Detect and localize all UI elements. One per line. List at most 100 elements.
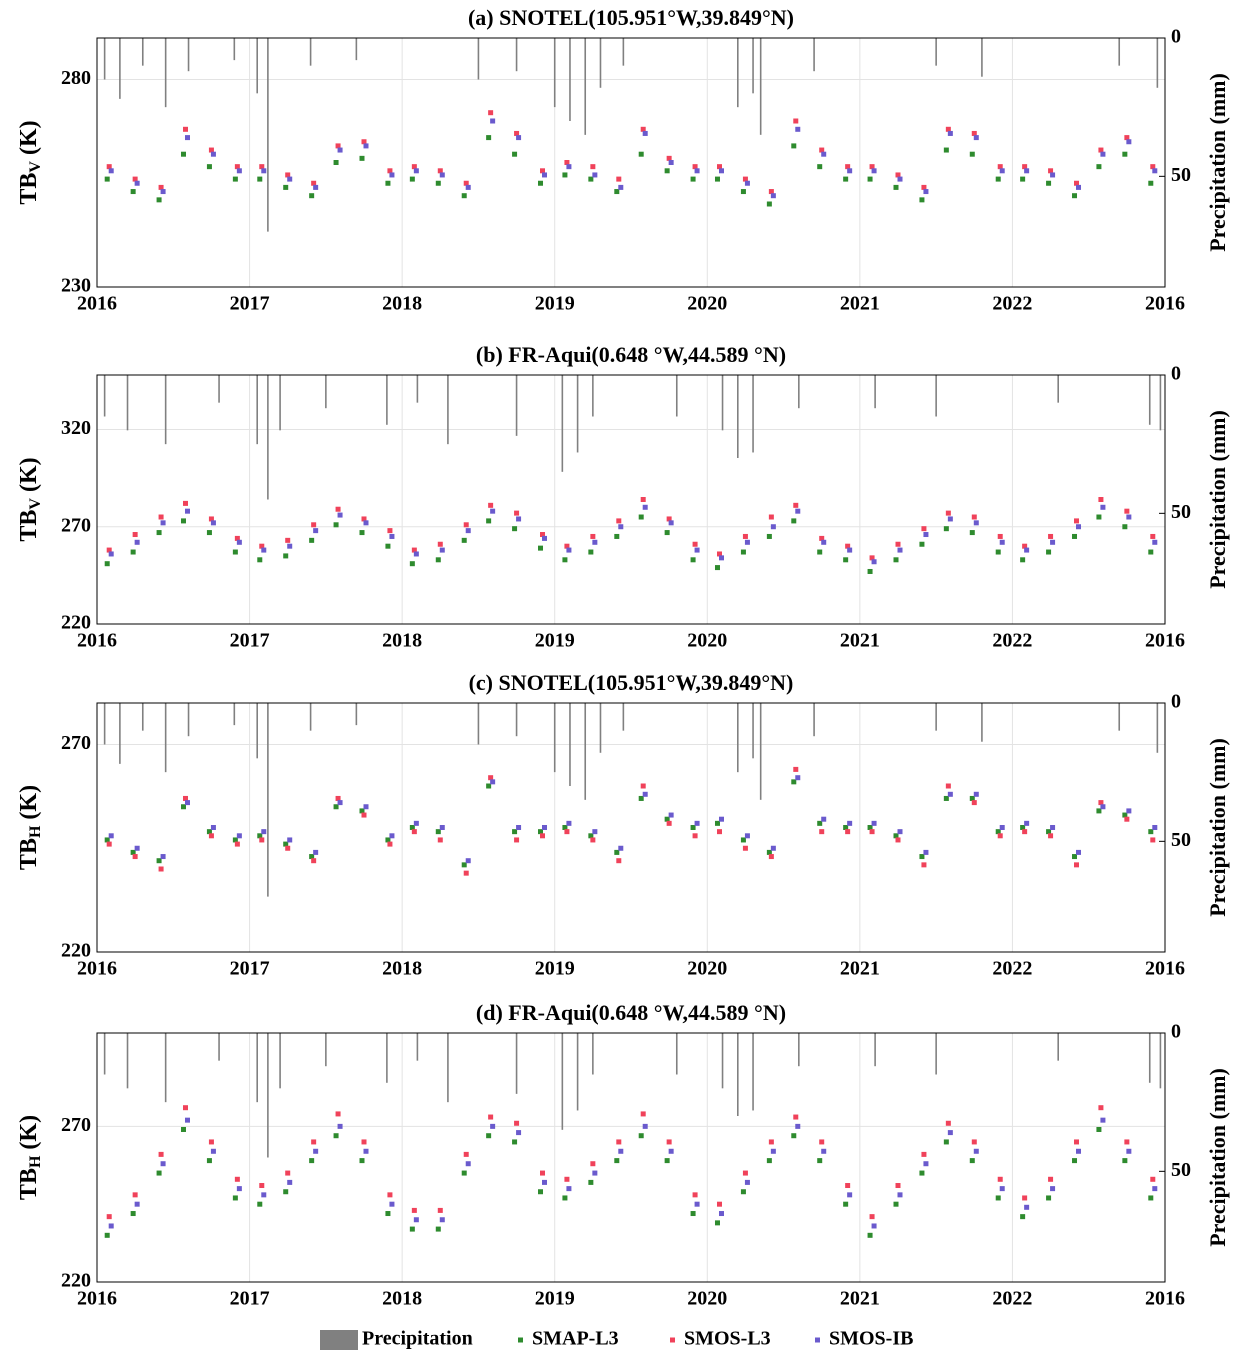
y-axis-label: TBH (K) — [16, 1115, 44, 1200]
point — [106, 1214, 112, 1220]
point — [1126, 808, 1132, 814]
point — [106, 841, 112, 847]
point — [389, 172, 395, 178]
point — [385, 837, 391, 843]
point — [490, 118, 496, 124]
point — [971, 800, 977, 806]
point — [234, 841, 240, 847]
point — [104, 561, 110, 567]
x-tick-label: 2020 — [687, 630, 727, 652]
point — [943, 1139, 949, 1145]
point — [1122, 1158, 1128, 1164]
plot-frame — [96, 702, 1166, 953]
point — [512, 829, 518, 835]
point — [309, 1158, 315, 1164]
point — [1074, 518, 1080, 524]
point — [819, 829, 825, 835]
point — [718, 555, 724, 561]
point — [971, 514, 977, 520]
point — [514, 130, 520, 136]
point — [435, 829, 441, 835]
point — [490, 1123, 496, 1129]
point — [208, 833, 214, 839]
legend-swatch — [670, 1337, 675, 1343]
point — [947, 1130, 953, 1136]
point — [590, 533, 596, 539]
point — [923, 1161, 929, 1167]
point — [437, 1207, 443, 1213]
y-tick-label: 220 — [61, 940, 91, 962]
point — [413, 820, 419, 826]
point — [1022, 1195, 1028, 1201]
point — [744, 539, 750, 545]
point — [1124, 1139, 1130, 1145]
point — [871, 559, 877, 565]
point — [638, 514, 644, 520]
point — [210, 520, 216, 526]
point — [642, 791, 648, 797]
legend-swatch — [815, 1337, 820, 1343]
point — [947, 516, 953, 522]
point — [1074, 180, 1080, 186]
point — [287, 1179, 293, 1185]
point — [1076, 184, 1082, 190]
point — [335, 143, 341, 149]
point — [847, 168, 853, 174]
point — [413, 168, 419, 174]
point — [642, 504, 648, 510]
point — [184, 135, 190, 141]
point — [694, 168, 700, 174]
point — [1024, 1204, 1030, 1210]
point — [969, 795, 975, 801]
x-tick-label: 2016 — [1145, 630, 1185, 652]
y2-tick-label: 0 — [1171, 26, 1181, 48]
point — [439, 172, 445, 178]
point — [439, 547, 445, 553]
point — [1148, 180, 1154, 186]
point — [1024, 168, 1030, 174]
point — [614, 189, 620, 195]
point — [156, 197, 162, 203]
point — [206, 1158, 212, 1164]
point — [132, 1192, 138, 1198]
point — [766, 849, 772, 855]
point — [313, 849, 319, 855]
point — [1022, 543, 1028, 549]
point — [768, 854, 774, 860]
point — [542, 535, 548, 541]
point — [614, 849, 620, 855]
point — [592, 829, 598, 835]
point — [160, 854, 166, 860]
point — [793, 502, 799, 508]
y-label-main: TB — [16, 510, 42, 542]
x-tick-label: 2016 — [1145, 293, 1185, 315]
point — [134, 1201, 140, 1207]
point — [638, 795, 644, 801]
point — [921, 526, 927, 532]
x-tick-label: 2022 — [992, 630, 1032, 652]
point — [1072, 193, 1078, 199]
point — [592, 1170, 598, 1176]
legend-swatch — [320, 1330, 358, 1350]
point — [843, 176, 849, 182]
point — [923, 532, 929, 538]
point — [943, 147, 949, 153]
point — [335, 1111, 341, 1117]
point — [540, 168, 546, 174]
point — [793, 118, 799, 124]
point — [795, 1123, 801, 1129]
x-tick-label: 2017 — [230, 1288, 270, 1310]
point — [261, 829, 267, 835]
point — [313, 1148, 319, 1154]
point — [618, 184, 624, 190]
point — [664, 1158, 670, 1164]
point — [514, 510, 520, 516]
point — [1152, 539, 1158, 545]
point — [692, 164, 698, 170]
point — [947, 130, 953, 136]
point — [791, 518, 797, 524]
point — [210, 825, 216, 830]
y-label-sub: H — [27, 1155, 44, 1168]
point — [744, 180, 750, 186]
point — [690, 557, 696, 563]
